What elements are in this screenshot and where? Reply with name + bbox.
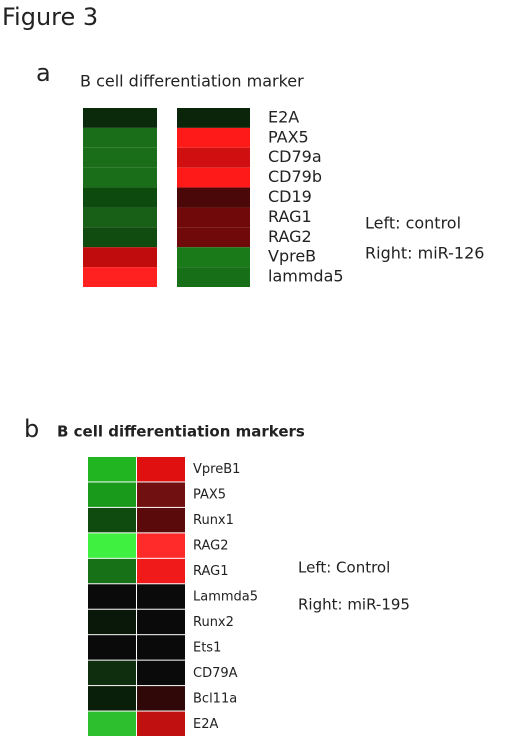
row-label: PAX5 [193, 488, 226, 503]
heatmap-cell [177, 247, 250, 268]
row-label: PAX5 [268, 127, 309, 146]
heatmap-cell [137, 635, 185, 660]
row-label: Bcl11a [193, 691, 237, 706]
heatmap-cell [137, 457, 185, 482]
heatmap-cell [83, 187, 157, 208]
panel-label: b [24, 415, 39, 443]
panel-title: B cell differentiation markers [57, 423, 305, 441]
heatmap-cell [177, 267, 250, 287]
heatmap-cell [83, 207, 157, 228]
heatmap-cell [88, 635, 136, 660]
heatmap-cell [177, 167, 250, 188]
heatmap-cell [88, 711, 136, 736]
row-label: CD79b [268, 167, 322, 186]
row-label: E2A [193, 717, 218, 732]
heatmap-cell [137, 558, 185, 584]
heatmap-cell [177, 108, 250, 128]
heatmap-cell [83, 127, 157, 148]
heatmap-cell [137, 584, 185, 609]
heatmap-cell [88, 533, 136, 558]
heatmap-cell [177, 207, 250, 228]
heatmap-cell [137, 482, 185, 507]
heatmap-cell [137, 686, 185, 711]
row-label: E2A [268, 107, 299, 126]
heatmap-cell [88, 609, 136, 635]
row-label: CD19 [268, 187, 312, 206]
heatmap-cell [88, 558, 136, 584]
heatmap-cell [177, 187, 250, 208]
heatmap-cell [177, 227, 250, 248]
row-label: VpreB [268, 247, 316, 266]
heatmap-cell [177, 147, 250, 168]
heatmap-cell [137, 507, 185, 533]
heatmap-cell [137, 533, 185, 558]
row-label: RAG2 [268, 227, 312, 246]
heatmap-cell [83, 167, 157, 188]
heatmap-cell [83, 108, 157, 128]
heatmap-cell [88, 584, 136, 609]
panel-label: a [36, 59, 51, 87]
row-label: lammda5 [268, 267, 344, 286]
row-label: VpreB1 [193, 462, 240, 477]
heatmap-cell [88, 660, 136, 686]
row-label: Lammda5 [193, 590, 258, 605]
legend-text: Right: miR-195 [298, 596, 410, 614]
row-label: CD79a [268, 147, 322, 166]
heatmap-cell [137, 609, 185, 635]
heatmap-cell [137, 660, 185, 686]
row-label: CD79A [193, 666, 238, 681]
row-label: RAG1 [268, 207, 312, 226]
heatmap-cell [83, 147, 157, 168]
row-label: Runx2 [193, 615, 234, 630]
heatmap-cell [88, 686, 136, 711]
heatmap-cell [137, 711, 185, 736]
legend-text: Right: miR-126 [365, 244, 484, 263]
legend-text: Left: control [365, 214, 461, 233]
legend-text: Left: Control [298, 559, 390, 577]
heatmap-cell [88, 457, 136, 482]
row-label: Runx1 [193, 513, 234, 528]
row-label: Ets1 [193, 640, 221, 655]
heatmap-cell [83, 227, 157, 248]
heatmap-cell [83, 267, 157, 287]
row-label: RAG1 [193, 564, 229, 579]
figure-title: Figure 3 [2, 3, 98, 31]
panel-title: B cell differentiation marker [80, 72, 304, 91]
row-label: RAG2 [193, 539, 229, 554]
heatmap-cell [177, 127, 250, 148]
heatmap-cell [88, 507, 136, 533]
heatmap-cell [83, 247, 157, 268]
heatmap-cell [88, 482, 136, 507]
